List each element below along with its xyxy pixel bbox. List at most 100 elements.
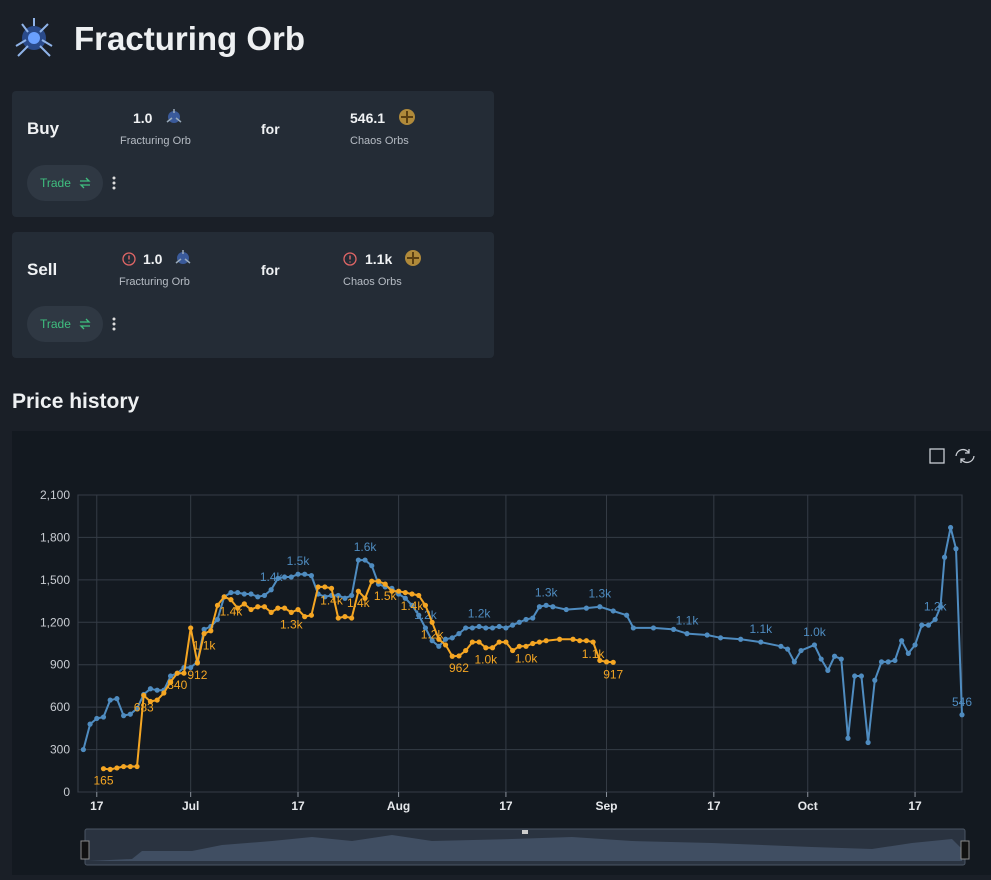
data-point (295, 571, 301, 577)
data-point (919, 622, 925, 628)
data-point (845, 735, 851, 741)
menu-icon[interactable] (110, 175, 118, 191)
give-item: Fracturing Orb (120, 135, 191, 147)
data-point (121, 713, 127, 719)
data-point (858, 673, 864, 679)
trade-button[interactable]: Trade (27, 306, 103, 342)
data-point (134, 705, 140, 712)
data-point (241, 591, 247, 597)
data-label: 1.2k (414, 608, 438, 622)
data-point (489, 645, 496, 651)
data-point (94, 715, 100, 722)
y-tick-label: 300 (50, 743, 70, 757)
data-point (610, 659, 616, 665)
data-point (523, 643, 529, 649)
data-point (355, 588, 361, 594)
data-point (516, 619, 522, 625)
give-amount: 1.0 (133, 110, 153, 126)
data-point (543, 638, 549, 644)
data-point (248, 606, 254, 613)
data-point (107, 766, 113, 772)
data-point (302, 614, 308, 620)
zoom-slider[interactable] (80, 828, 970, 866)
data-point (167, 679, 174, 685)
data-point (409, 602, 415, 608)
data-point (235, 605, 241, 611)
data-point (476, 623, 482, 630)
data-point (275, 605, 281, 611)
data-point (624, 612, 630, 618)
give-item: Fracturing Orb (119, 276, 190, 288)
data-point (208, 628, 214, 634)
data-point (456, 653, 462, 659)
data-point (188, 625, 194, 631)
data-point (543, 602, 549, 608)
data-point (402, 595, 408, 601)
data-point (188, 664, 194, 671)
zoom-icon[interactable] (929, 448, 945, 464)
data-point (818, 656, 824, 662)
data-label: 1.3k (588, 587, 612, 601)
data-point (308, 612, 315, 618)
data-point (905, 650, 911, 656)
data-label: 1.4k (220, 605, 244, 619)
data-point (510, 647, 516, 654)
data-point (349, 615, 355, 621)
data-point (255, 604, 261, 610)
data-point (536, 604, 543, 610)
data-point (416, 612, 422, 618)
data-point (362, 595, 368, 601)
menu-icon[interactable] (110, 316, 118, 332)
data-label: 1.2k (421, 627, 445, 641)
x-tick-label: Aug (387, 799, 410, 813)
data-point (147, 698, 154, 705)
warning-icon (122, 252, 136, 266)
data-label: 165 (93, 774, 113, 788)
data-point (483, 625, 489, 631)
data-point (194, 660, 200, 666)
data-label: 1.4k (320, 593, 344, 607)
data-point (953, 546, 959, 552)
data-point (214, 616, 221, 623)
y-tick-label: 1,200 (40, 615, 70, 629)
data-point (831, 653, 838, 659)
data-point (335, 615, 341, 621)
data-point (154, 687, 160, 693)
data-label: 683 (134, 700, 154, 714)
data-point (610, 608, 616, 614)
data-point (463, 647, 469, 654)
data-point (228, 589, 234, 596)
card-label: Buy (27, 119, 60, 138)
data-point (503, 639, 509, 645)
y-tick-label: 1,800 (40, 530, 70, 544)
data-point (912, 642, 918, 648)
data-point (322, 594, 328, 600)
data-point (235, 589, 241, 596)
data-label: 1.1k (749, 622, 773, 636)
data-point (396, 588, 402, 594)
data-point (429, 638, 435, 644)
reset-icon[interactable] (955, 448, 975, 464)
data-label: 1.5k (287, 554, 311, 568)
data-point (932, 616, 938, 623)
data-point (597, 604, 603, 610)
data-point (925, 622, 932, 628)
data-point (268, 587, 274, 593)
data-point (167, 673, 174, 679)
data-point (798, 647, 804, 654)
data-point (281, 605, 288, 611)
data-point (369, 563, 375, 569)
data-point (530, 615, 536, 621)
data-point (590, 639, 596, 645)
data-point (872, 677, 878, 683)
chart: 0 300 600 900 1,200 1,500 1,800 2,100 17 Jul 17 Aug… (40, 448, 975, 866)
data-point (281, 574, 288, 580)
swap-icon (79, 318, 91, 330)
for-label: for (261, 262, 280, 278)
data-label: 1.4k (401, 599, 425, 613)
get-item: Chaos Orbs (350, 135, 409, 147)
data-point (369, 578, 375, 584)
data-point (947, 524, 954, 531)
data-label: 1.2k (924, 599, 948, 613)
trade-button[interactable]: Trade (27, 165, 103, 201)
